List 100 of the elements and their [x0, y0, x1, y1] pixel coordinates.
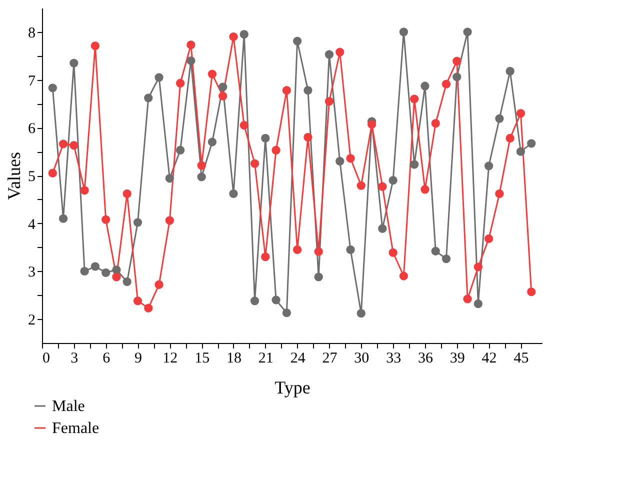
point	[165, 216, 174, 225]
point	[292, 245, 302, 254]
x-tick-label: 21	[258, 350, 274, 366]
y-axis-title: Values	[4, 152, 24, 200]
point	[516, 108, 526, 118]
x-tick-label: 6	[102, 350, 111, 366]
point	[122, 189, 132, 198]
point	[378, 182, 387, 191]
point	[176, 146, 185, 154]
point	[240, 120, 248, 130]
point	[154, 73, 164, 82]
point	[336, 156, 344, 166]
point	[410, 160, 419, 169]
point	[165, 174, 174, 183]
point	[282, 308, 292, 318]
point	[516, 147, 526, 156]
point	[527, 139, 536, 148]
y-tick-label: 4	[28, 216, 36, 233]
point	[176, 78, 185, 88]
point	[282, 86, 292, 95]
y-tick-label: 3	[28, 264, 36, 281]
point	[314, 272, 323, 282]
point	[197, 161, 206, 170]
point	[410, 94, 419, 104]
point	[229, 32, 238, 42]
point	[102, 215, 110, 224]
point	[261, 134, 270, 142]
point	[431, 119, 440, 128]
x-tick-label: 36	[418, 350, 434, 366]
point	[122, 277, 132, 286]
y-tick-label: 7	[28, 73, 36, 90]
point	[367, 120, 376, 129]
x-tick-label: 9	[134, 350, 142, 366]
point	[304, 86, 312, 95]
point	[506, 134, 514, 142]
point	[388, 176, 398, 185]
y-tick-label: 5	[28, 169, 36, 185]
point	[144, 94, 153, 102]
x-tick-label: 18	[226, 350, 242, 366]
point	[240, 30, 248, 39]
point	[272, 146, 280, 154]
point	[229, 189, 238, 198]
point	[58, 214, 68, 223]
point	[186, 56, 196, 65]
point	[420, 82, 430, 90]
point	[356, 309, 366, 318]
x-tick-label: 30	[354, 350, 370, 366]
legend-label: Female	[52, 420, 100, 437]
point	[442, 80, 451, 88]
point	[452, 56, 462, 66]
point	[463, 28, 472, 36]
x-tick-label: 33	[386, 350, 402, 366]
y-tick-label: 8	[28, 25, 36, 42]
x-tick-label: 0	[42, 350, 50, 366]
point	[378, 224, 387, 233]
point	[70, 58, 78, 68]
point	[442, 254, 451, 264]
legend-label: Male	[52, 398, 85, 415]
point	[133, 296, 142, 306]
point	[90, 262, 100, 271]
x-tick-label: 3	[70, 350, 78, 366]
point	[452, 72, 462, 82]
x-axis-title: Type	[274, 378, 310, 398]
point	[474, 299, 482, 308]
point	[474, 262, 482, 272]
point	[208, 138, 217, 146]
point	[70, 141, 78, 150]
point	[48, 84, 57, 92]
point	[292, 36, 302, 46]
point	[304, 132, 312, 142]
point	[208, 70, 217, 78]
point	[80, 186, 89, 195]
x-tick-label: 27	[322, 350, 338, 366]
x-tick-label: 39	[450, 350, 465, 366]
x-tick-label: 15	[194, 350, 210, 366]
point	[58, 140, 68, 148]
point	[112, 272, 121, 282]
point	[346, 154, 355, 163]
point	[346, 245, 355, 254]
point	[186, 40, 196, 50]
point	[144, 304, 153, 312]
point	[431, 246, 440, 256]
point	[80, 266, 89, 276]
point	[102, 268, 110, 277]
point	[336, 48, 344, 56]
point	[484, 234, 494, 243]
point	[314, 247, 323, 256]
y-tick-label: 6	[28, 121, 36, 138]
point	[495, 189, 504, 198]
x-tick-label: 12	[162, 350, 178, 366]
point	[250, 296, 260, 306]
point	[388, 248, 398, 257]
point	[197, 172, 206, 182]
point	[272, 296, 280, 304]
point	[506, 66, 514, 76]
point	[495, 114, 504, 123]
point	[218, 82, 228, 92]
point	[420, 185, 430, 194]
point	[261, 252, 270, 262]
point	[112, 265, 121, 274]
